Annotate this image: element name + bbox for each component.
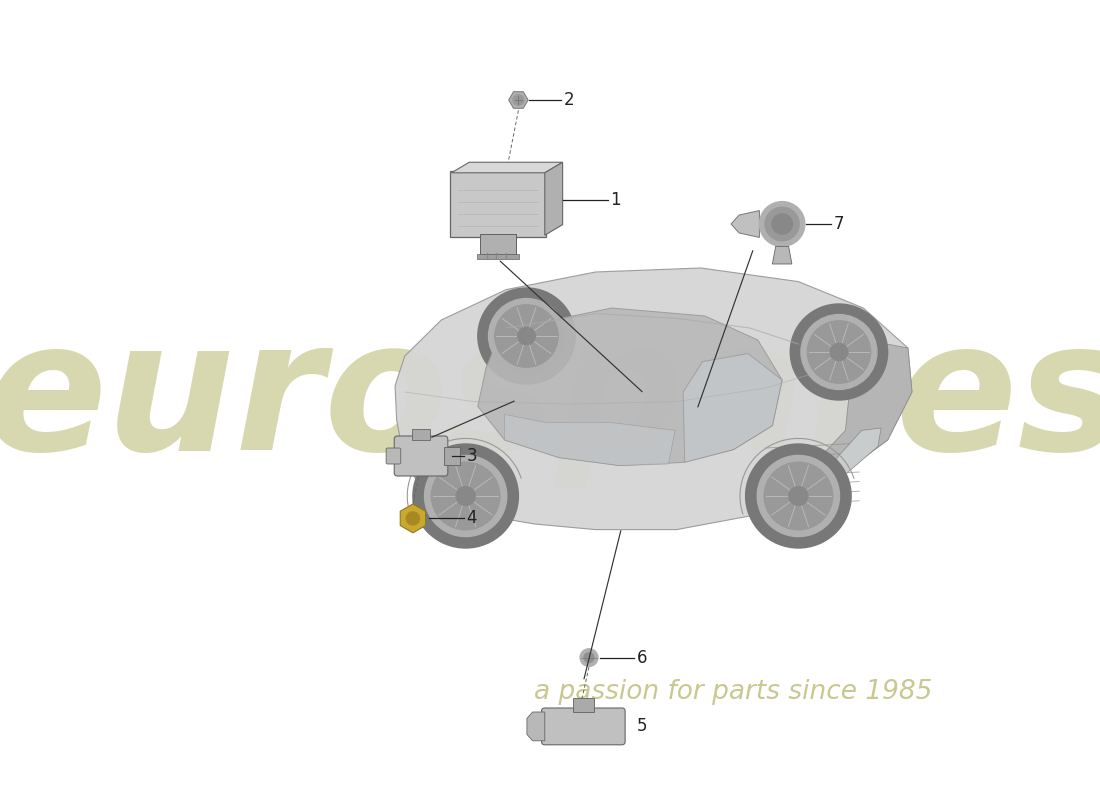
Circle shape — [766, 207, 800, 241]
FancyBboxPatch shape — [443, 447, 460, 465]
FancyBboxPatch shape — [386, 448, 400, 464]
Text: 2: 2 — [564, 91, 574, 109]
Polygon shape — [835, 428, 881, 480]
Polygon shape — [527, 712, 544, 741]
FancyBboxPatch shape — [481, 234, 516, 254]
Circle shape — [513, 94, 524, 106]
Circle shape — [431, 462, 499, 530]
Circle shape — [456, 486, 475, 506]
Circle shape — [807, 321, 870, 383]
Polygon shape — [477, 308, 782, 466]
Polygon shape — [405, 436, 477, 514]
Circle shape — [789, 486, 807, 506]
Polygon shape — [732, 210, 759, 238]
Polygon shape — [805, 342, 912, 488]
Polygon shape — [505, 414, 675, 466]
FancyBboxPatch shape — [394, 436, 448, 476]
Circle shape — [495, 305, 558, 367]
Circle shape — [830, 343, 848, 361]
Text: 5: 5 — [637, 718, 648, 735]
FancyBboxPatch shape — [450, 171, 547, 237]
Text: 1: 1 — [610, 191, 620, 209]
Text: 4: 4 — [466, 510, 477, 527]
Circle shape — [518, 327, 536, 345]
Circle shape — [412, 444, 518, 548]
Circle shape — [425, 455, 507, 537]
Polygon shape — [683, 354, 782, 462]
Circle shape — [757, 455, 839, 537]
Circle shape — [801, 314, 877, 390]
FancyBboxPatch shape — [412, 429, 430, 440]
Polygon shape — [477, 254, 519, 259]
Circle shape — [759, 202, 805, 246]
Circle shape — [584, 653, 594, 662]
Circle shape — [790, 304, 888, 400]
FancyBboxPatch shape — [541, 708, 625, 745]
Circle shape — [477, 288, 575, 384]
Polygon shape — [508, 92, 528, 108]
Text: a passion for parts since 1985: a passion for parts since 1985 — [535, 679, 933, 705]
Circle shape — [764, 462, 833, 530]
Circle shape — [580, 649, 598, 666]
Polygon shape — [400, 504, 426, 533]
Text: eurospares: eurospares — [0, 312, 1100, 488]
Circle shape — [488, 298, 564, 374]
FancyBboxPatch shape — [573, 698, 594, 712]
Polygon shape — [395, 268, 912, 530]
Text: 3: 3 — [466, 447, 477, 465]
Text: 6: 6 — [637, 649, 648, 666]
Polygon shape — [451, 162, 562, 173]
Polygon shape — [772, 246, 792, 264]
Circle shape — [746, 444, 851, 548]
Text: 7: 7 — [834, 215, 844, 233]
Circle shape — [772, 214, 792, 234]
Polygon shape — [544, 162, 562, 235]
Circle shape — [406, 512, 419, 525]
